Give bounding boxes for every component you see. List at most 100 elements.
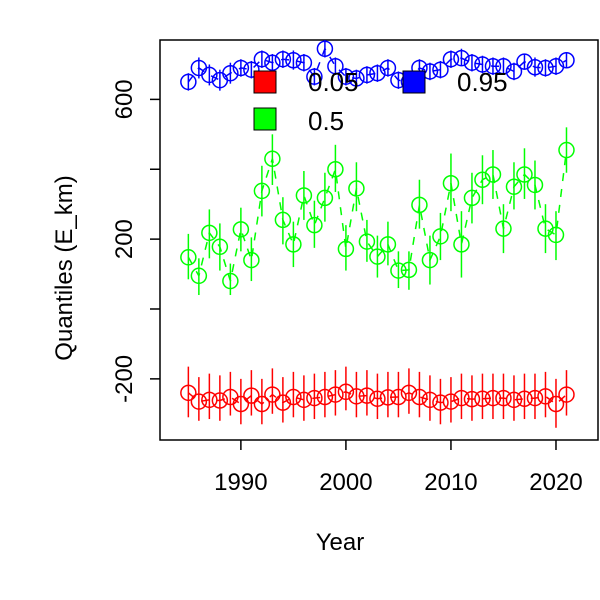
legend-label-0.5: 0.5 [308,106,344,136]
data-point [526,389,544,407]
series-0.05 [180,366,575,428]
data-point [264,386,281,403]
data-point [327,161,344,178]
data-point [358,387,376,404]
data-point [484,166,502,183]
data-point [180,384,197,402]
data-point [295,54,313,71]
data-point [190,267,208,285]
data-point [358,233,376,250]
data-point [285,52,302,69]
data-point [442,174,460,192]
data-point [495,57,512,75]
data-point [379,59,397,77]
data-point [495,220,512,237]
legend-label-0.05: 0.05 [308,67,359,97]
x-tick-label-1: 2000 [319,469,372,496]
data-point [558,386,575,403]
data-point [547,395,565,413]
data-point [232,221,250,238]
data-point [243,251,260,269]
data-point [274,50,292,68]
data-point [306,68,323,85]
data-point [358,66,376,84]
data-point [484,57,502,75]
data-point [421,391,439,409]
data-point [547,57,565,75]
y-tick-label-4: 600 [111,79,138,119]
data-point [495,389,512,407]
data-point [337,240,355,258]
legend-label-0.95: 0.95 [457,67,508,97]
legend-swatch-0.05 [253,70,277,94]
data-point [348,180,365,197]
data-point [201,224,218,242]
data-point [348,388,365,405]
data-point [337,383,355,401]
data-point [201,66,218,84]
data-point [474,390,491,408]
legend: 0.05 0.5 0.95 [253,67,508,136]
data-point [369,390,386,408]
data-point [526,58,544,76]
data-point [264,150,281,168]
data-point [369,64,386,82]
series-layer [180,40,575,428]
data-point [411,196,428,214]
data-point [484,389,502,407]
data-point [369,248,386,265]
x-axis: 1990 2000 2010 2020 [214,440,583,496]
data-point [222,272,239,290]
data-point [432,394,449,411]
data-point [463,390,481,408]
data-point [327,57,344,75]
x-tick-label-3: 2020 [529,469,582,496]
data-point [463,54,481,71]
y-tick-label-2: 200 [111,219,138,259]
data-point [243,61,260,78]
data-point [379,236,397,253]
data-point [295,391,313,409]
data-point [453,389,470,407]
data-point [274,394,292,411]
data-point [421,251,439,269]
data-point [232,395,250,413]
data-point [379,389,397,406]
data-point [306,389,323,407]
data-point [516,53,533,70]
data-point [190,393,208,410]
data-point [516,166,533,183]
y-axis: -200 200 600 [111,79,160,403]
data-point [337,68,355,85]
data-point [306,216,323,234]
data-point [474,171,491,188]
data-point [432,61,449,78]
data-point [232,59,250,77]
data-point [505,391,523,409]
data-point [453,236,470,253]
data-point [505,178,523,195]
data-point [432,228,449,245]
data-point [463,189,481,207]
data-point [526,176,544,194]
data-point [390,262,407,279]
data-point [442,393,460,410]
y-tick-label-0: -200 [111,355,138,403]
data-point [348,70,365,87]
data-point [390,388,407,406]
plot-frame [159,39,599,441]
data-point [253,50,271,68]
data-point [327,386,344,403]
data-point [400,261,418,279]
data-point [547,226,565,244]
data-point [264,54,281,71]
data-point [474,56,491,73]
series-0.95 [180,40,575,91]
data-point [180,73,197,91]
data-point [285,236,302,253]
series-0.5 [180,127,575,296]
x-axis-label: Year [316,529,365,556]
data-point [537,388,554,405]
data-point [285,388,302,406]
